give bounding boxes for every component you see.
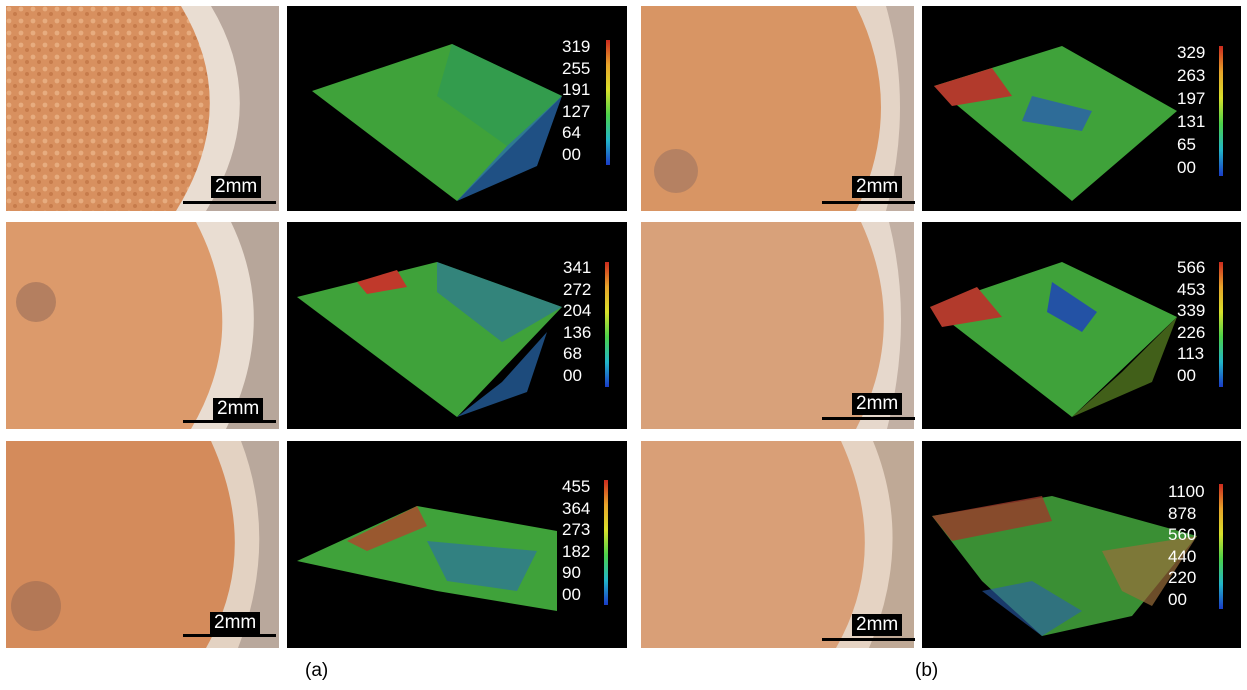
colorbar-a3: [604, 480, 608, 605]
tick-b1-4: 65: [1177, 135, 1196, 154]
tick-b3-4: 220: [1168, 568, 1197, 588]
surface-plot-b3: [922, 441, 1241, 648]
colorbar-ticks-a2: 341 272 204 136 68 00: [563, 257, 591, 387]
colorbar-ticks-b2: 566 453 339 226 113 00: [1177, 257, 1205, 387]
tick-b1-2: 197: [1177, 89, 1206, 108]
caption-b: (b): [915, 660, 939, 681]
tick-a2-4: 68: [563, 344, 582, 364]
tick-a3-2: 273: [562, 520, 591, 540]
scale-bar-b1: [822, 201, 915, 204]
tick-a1-3: 127: [562, 101, 591, 121]
tick-b2-2: 339: [1177, 301, 1206, 321]
colorbar-b3: [1219, 484, 1223, 609]
tick-b2-0: 566: [1177, 258, 1206, 277]
surface-plot-b1: [922, 6, 1241, 211]
surface-plot-a2: [287, 222, 627, 429]
tick-b3-1: 878: [1168, 503, 1197, 523]
tick-a1-2: 191: [562, 80, 591, 100]
surface-plot-b2: [922, 222, 1241, 429]
tick-a1-5: 00: [562, 144, 581, 164]
tick-a3-3: 182: [562, 541, 591, 561]
tick-a2-0: 341: [563, 258, 592, 277]
tick-b1-5: 00: [1177, 158, 1196, 177]
scale-bar-b2: [822, 417, 915, 420]
scale-bar-label-b1: 2mm: [852, 176, 903, 198]
tick-b3-5: 00: [1168, 589, 1187, 609]
tick-a2-5: 00: [563, 365, 582, 385]
tick-a3-0: 455: [562, 477, 591, 496]
colorbar-a2: [605, 262, 609, 387]
tick-a1-0: 319: [562, 37, 591, 56]
scale-bar-a2: [183, 420, 276, 423]
tick-a1-4: 64: [562, 123, 581, 143]
tick-b3-3: 440: [1168, 546, 1197, 566]
caption-a: (a): [305, 660, 329, 681]
tick-b2-4: 113: [1177, 344, 1205, 364]
micrograph-a1-image: [6, 6, 279, 211]
tick-b1-3: 131: [1177, 112, 1206, 131]
tick-a3-1: 364: [562, 498, 591, 518]
tick-a3-4: 90: [562, 563, 581, 583]
colorbar-b1: [1219, 46, 1223, 176]
surface-plot-a1: [287, 6, 627, 211]
micrograph-b3-image: [641, 441, 914, 648]
scale-bar-a1: [183, 201, 276, 204]
micrograph-a1: [6, 6, 279, 211]
tick-a2-3: 136: [563, 322, 592, 342]
colorbar-ticks-a1: 319 255 191 127 64 00: [562, 36, 590, 166]
micrograph-a2: [6, 222, 279, 429]
surface-plot-a3: [287, 441, 627, 648]
colorbar-ticks-a3: 455 364 273 182 90 00: [562, 476, 590, 606]
scale-bar-b3: [822, 638, 915, 641]
scale-bar-label-a3: 2mm: [210, 612, 261, 634]
micrograph-b3: [641, 441, 914, 648]
tick-a2-2: 204: [563, 301, 592, 321]
colorbar-ticks-b3: 1100 878 560 440 220 00: [1168, 481, 1205, 611]
tick-b2-1: 453: [1177, 279, 1206, 299]
tick-b3-0: 1100: [1168, 482, 1205, 501]
scale-bar-label-a2: 2mm: [213, 398, 264, 420]
tick-a3-5: 00: [562, 584, 581, 604]
scale-bar-a3: [183, 634, 276, 637]
tick-b3-2: 560: [1168, 525, 1197, 545]
scale-bar-label-b2: 2mm: [852, 393, 903, 415]
scale-bar-label-b3: 2mm: [852, 614, 903, 636]
colorbar-b2: [1219, 262, 1223, 387]
tick-a1-1: 255: [562, 58, 591, 78]
colorbar-a1: [606, 40, 610, 165]
micrograph-a2-image: [6, 222, 279, 429]
tick-b2-5: 00: [1177, 365, 1196, 385]
tick-a2-1: 272: [563, 279, 592, 299]
tick-b1-1: 263: [1177, 66, 1206, 85]
scale-bar-label-a1: 2mm: [211, 176, 262, 198]
colorbar-ticks-b1: 329 263 197 131 65 00: [1177, 41, 1205, 179]
tick-b2-3: 226: [1177, 322, 1206, 342]
tick-b1-0: 329: [1177, 43, 1206, 62]
